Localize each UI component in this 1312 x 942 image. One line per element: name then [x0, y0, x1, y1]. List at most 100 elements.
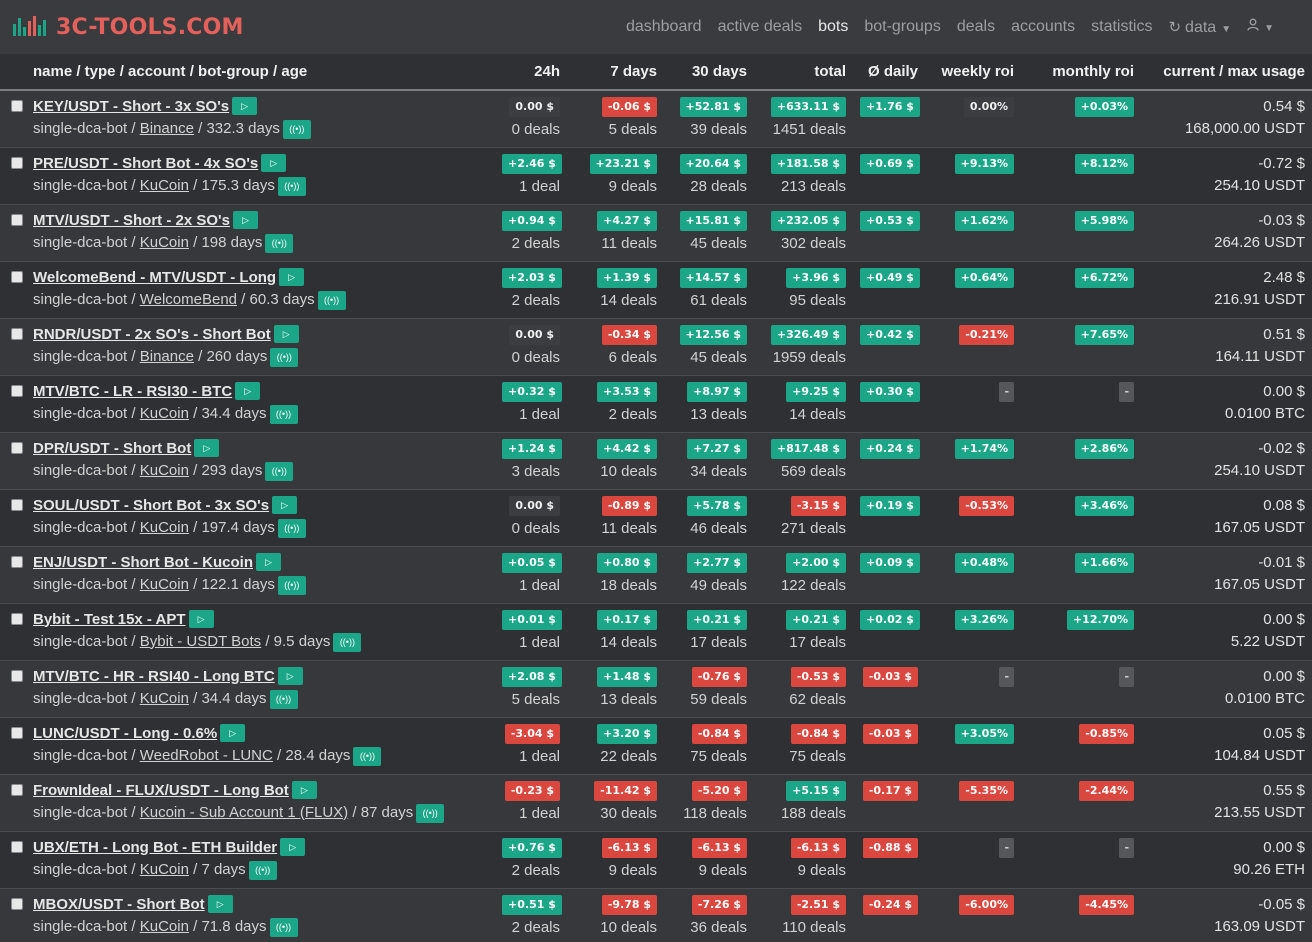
account-link[interactable]: KuCoin	[139, 917, 189, 935]
play-icon[interactable]: ▷	[273, 324, 299, 343]
signal-icon[interactable]: ((•))	[317, 290, 346, 310]
account-link[interactable]: KuCoin	[139, 860, 189, 878]
header-name[interactable]: name / type / account / bot-group / age	[0, 54, 496, 91]
header-daily[interactable]: Ø daily	[853, 54, 926, 91]
table-row[interactable]: PRE/USDT - Short Bot - 4x SO's ▷ single-d…	[0, 147, 1312, 204]
table-row[interactable]: UBX/ETH - Long Bot - ETH Builder ▷ single…	[0, 831, 1312, 888]
table-row[interactable]: WelcomeBend - MTV/USDT - Long ▷ single-dc…	[0, 261, 1312, 318]
bot-name-link[interactable]: DPR/USDT - Short Bot	[33, 439, 192, 457]
signal-icon[interactable]: ((•))	[269, 404, 298, 424]
play-icon[interactable]: ▷	[188, 609, 214, 628]
bot-name-link[interactable]: SOUL/USDT - Short Bot - 3x SO's	[33, 496, 270, 514]
row-checkbox[interactable]	[11, 100, 23, 112]
bot-name-link[interactable]: ENJ/USDT - Short Bot - Kucoin	[33, 553, 253, 571]
row-checkbox[interactable]	[11, 555, 23, 568]
bot-name-link[interactable]: LUNC/USDT - Long - 0.6%	[33, 724, 218, 742]
signal-icon[interactable]: ((•))	[269, 917, 298, 937]
play-icon[interactable]: ▷	[232, 97, 258, 115]
bot-name-link[interactable]: MBOX/USDT - Short Bot	[33, 895, 205, 913]
bot-name-link[interactable]: Bybit - Test 15x - APT	[33, 610, 186, 628]
header-monthly-roi[interactable]: monthly roi	[1021, 54, 1142, 91]
table-row[interactable]: LUNC/USDT - Long - 0.6% ▷ single-dca-bot …	[0, 717, 1312, 774]
bot-name-link[interactable]: RNDR/USDT - 2x SO's - Short Bot	[33, 325, 271, 343]
signal-icon[interactable]: ((•))	[265, 233, 294, 253]
header-30days[interactable]: 30 days	[664, 54, 755, 91]
table-row[interactable]: RNDR/USDT - 2x SO's - Short Bot ▷ single-…	[0, 318, 1312, 375]
play-icon[interactable]: ▷	[280, 837, 306, 856]
signal-icon[interactable]: ((•))	[248, 860, 277, 880]
bot-name-link[interactable]: UBX/ETH - Long Bot - ETH Builder	[33, 838, 278, 856]
table-row[interactable]: MBOX/USDT - Short Bot ▷ single-dca-bot / …	[0, 888, 1312, 942]
signal-icon[interactable]: ((•))	[265, 461, 294, 481]
bot-name-link[interactable]: PRE/USDT - Short Bot - 4x SO's	[33, 154, 259, 172]
signal-icon[interactable]: ((•))	[416, 803, 445, 823]
signal-icon[interactable]: ((•))	[270, 347, 299, 367]
row-checkbox[interactable]	[11, 498, 23, 511]
table-row[interactable]: FrownIdeal - FLUX/USDT - Long Bot ▷ singl…	[0, 774, 1312, 831]
nav-active-deals[interactable]: active deals	[717, 18, 803, 35]
play-icon[interactable]: ▷	[291, 780, 317, 799]
signal-icon[interactable]: ((•))	[269, 689, 298, 709]
user-menu[interactable]: ▼	[1247, 18, 1274, 36]
account-link[interactable]: KuCoin	[139, 689, 189, 707]
table-row[interactable]: MTV/USDT - Short - 2x SO's ▷ single-dca-b…	[0, 204, 1312, 261]
table-row[interactable]: MTV/BTC - HR - RSI40 - Long BTC ▷ single-…	[0, 660, 1312, 717]
row-checkbox[interactable]	[11, 384, 23, 397]
row-checkbox[interactable]	[11, 669, 23, 682]
play-icon[interactable]: ▷	[256, 552, 281, 571]
brand[interactable]: 3C-TOOLS.COM	[12, 15, 244, 40]
account-link[interactable]: KuCoin	[139, 176, 189, 194]
row-checkbox[interactable]	[11, 897, 23, 910]
table-row[interactable]: MTV/BTC - LR - RSI30 - BTC ▷ single-dca-b…	[0, 375, 1312, 432]
play-icon[interactable]: ▷	[277, 666, 303, 685]
header-weekly-roi[interactable]: weekly roi	[925, 54, 1022, 91]
nav-accounts[interactable]: accounts	[1011, 18, 1076, 35]
signal-icon[interactable]: ((•))	[277, 176, 306, 196]
account-link[interactable]: KuCoin	[139, 404, 189, 422]
row-checkbox[interactable]	[11, 612, 23, 625]
signal-icon[interactable]: ((•))	[282, 120, 311, 139]
row-checkbox[interactable]	[11, 213, 23, 226]
bot-name-link[interactable]: KEY/USDT - Short - 3x SO's	[33, 98, 230, 115]
play-icon[interactable]: ▷	[235, 381, 261, 400]
nav-deals[interactable]: deals	[956, 18, 996, 35]
row-checkbox[interactable]	[11, 840, 23, 853]
table-row[interactable]: SOUL/USDT - Short Bot - 3x SO's ▷ single-…	[0, 489, 1312, 546]
table-row[interactable]: Bybit - Test 15x - APT ▷ single-dca-bot /…	[0, 603, 1312, 660]
table-row[interactable]: KEY/USDT - Short - 3x SO's ▷ single-dca-b…	[0, 90, 1312, 147]
nav-bot-groups[interactable]: bot-groups	[864, 18, 941, 35]
nav-data-dropdown[interactable]: ↻ data ▼	[1168, 18, 1231, 37]
nav-bots[interactable]: bots	[818, 18, 849, 35]
account-link[interactable]: KuCoin	[139, 518, 189, 536]
account-link[interactable]: Bybit - USDT Bots	[139, 632, 262, 650]
row-checkbox[interactable]	[11, 156, 23, 169]
play-icon[interactable]: ▷	[220, 723, 246, 742]
play-icon[interactable]: ▷	[279, 267, 305, 286]
signal-icon[interactable]: ((•))	[333, 632, 362, 652]
signal-icon[interactable]: ((•))	[277, 518, 306, 538]
header-total[interactable]: total	[754, 54, 854, 91]
table-row[interactable]: DPR/USDT - Short Bot ▷ single-dca-bot / K…	[0, 432, 1312, 489]
account-link[interactable]: KuCoin	[139, 575, 189, 593]
play-icon[interactable]: ▷	[272, 495, 298, 514]
header-24h[interactable]: 24h	[495, 54, 568, 91]
account-link[interactable]: Binance	[139, 347, 194, 365]
row-checkbox[interactable]	[11, 783, 23, 796]
header-7days[interactable]: 7 days	[567, 54, 665, 91]
header-usage[interactable]: current / max usage	[1141, 54, 1312, 91]
row-checkbox[interactable]	[11, 726, 23, 739]
nav-dashboard[interactable]: dashboard	[625, 18, 702, 35]
account-link[interactable]: Kucoin - Sub Account 1 (FLUX)	[139, 803, 349, 821]
signal-icon[interactable]: ((•))	[353, 746, 382, 766]
signal-icon[interactable]: ((•))	[277, 575, 306, 595]
account-link[interactable]: Binance	[139, 120, 194, 137]
account-link[interactable]: KuCoin	[139, 461, 189, 479]
play-icon[interactable]: ▷	[194, 438, 220, 457]
table-row[interactable]: ENJ/USDT - Short Bot - Kucoin ▷ single-dc…	[0, 546, 1312, 603]
row-checkbox[interactable]	[11, 441, 23, 454]
play-icon[interactable]: ▷	[232, 210, 258, 229]
account-link[interactable]: KuCoin	[139, 233, 189, 251]
play-icon[interactable]: ▷	[207, 894, 233, 913]
nav-statistics[interactable]: statistics	[1091, 18, 1153, 35]
bot-name-link[interactable]: MTV/USDT - Short - 2x SO's	[33, 211, 230, 229]
